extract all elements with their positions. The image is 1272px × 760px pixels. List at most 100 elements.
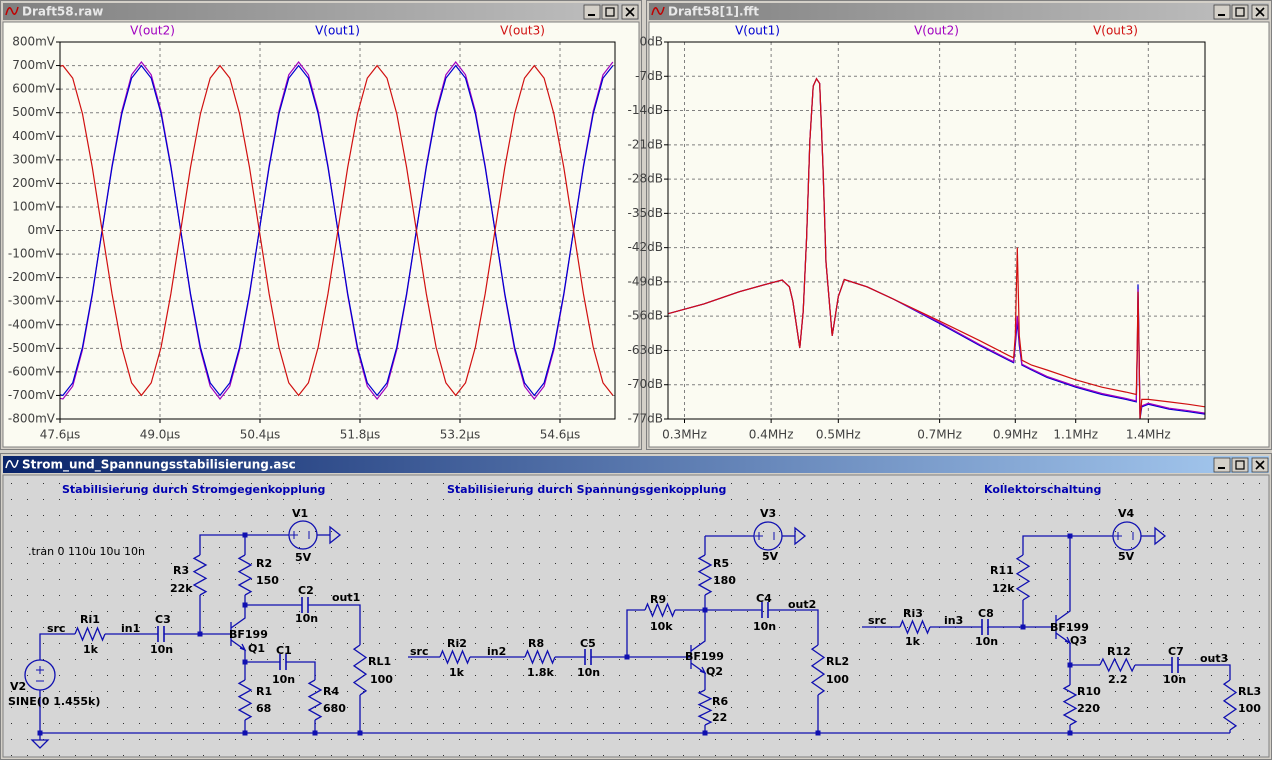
component-value: 1k	[905, 635, 921, 648]
x-tick-label: 49.0µs	[140, 428, 181, 442]
button-glyph	[1235, 460, 1245, 470]
maximize-button[interactable]	[601, 4, 619, 20]
comment: Stabilisierung durch Stromgegenkopplung	[62, 483, 325, 496]
junction	[702, 607, 708, 613]
comment: Stabilisierung durch Spannungsgenkopplun…	[447, 483, 726, 496]
resistor	[1015, 554, 1031, 601]
voltage-source	[288, 520, 318, 550]
button-face[interactable]	[1213, 4, 1231, 20]
ground	[329, 525, 342, 545]
component-name: RL2	[826, 655, 849, 668]
y-tick-label: 600mV	[12, 82, 56, 96]
net-label: in1	[121, 622, 140, 635]
component-name: C5	[580, 637, 596, 650]
legend-entry: V(out2)	[914, 24, 959, 38]
component-name: R8	[528, 637, 544, 650]
junction	[702, 730, 708, 736]
close-button[interactable]	[1251, 457, 1269, 473]
component-name: C2	[298, 584, 314, 597]
component-name: Ri2	[447, 637, 467, 650]
component-value: 100	[1238, 702, 1261, 715]
y-tick-label: 700mV	[12, 58, 56, 72]
x-tick-label: 1.4MHz	[1126, 428, 1171, 442]
button-face[interactable]	[1231, 457, 1249, 473]
component-name: R12	[1107, 645, 1131, 658]
y-tick-label: -7dB	[635, 69, 663, 83]
y-tick-label: -42dB	[628, 240, 663, 254]
junction	[242, 532, 248, 538]
y-tick-label: -28dB	[628, 172, 663, 186]
voltage-source	[753, 521, 783, 551]
net-label: src	[868, 614, 887, 627]
maximize-button[interactable]	[1231, 4, 1249, 20]
component-name: R2	[256, 557, 272, 570]
resistor	[697, 554, 713, 596]
window-icon	[5, 6, 19, 16]
resistor	[524, 649, 556, 665]
component-name: Ri3	[903, 607, 923, 620]
wire	[199, 534, 289, 555]
button-face[interactable]	[1231, 4, 1249, 20]
component-value: 22	[712, 711, 727, 724]
resistor	[237, 554, 253, 596]
y-tick-label: 0mV	[27, 223, 55, 237]
net-label: out1	[332, 591, 360, 604]
wire	[626, 609, 645, 657]
component-value: 10n	[150, 643, 173, 656]
component-name: R11	[990, 564, 1014, 577]
transistor	[222, 606, 247, 662]
component-name: Ri1	[80, 613, 100, 626]
component-value: 1.8k	[527, 666, 554, 679]
component-value: BF199	[1050, 621, 1089, 634]
junction	[1020, 624, 1026, 630]
window: Draft58.raw	[0, 0, 642, 450]
maximize-button[interactable]	[1231, 457, 1249, 473]
component-value: 68	[256, 702, 271, 715]
junction	[37, 730, 43, 736]
component-value: BF199	[685, 650, 724, 663]
component-value: 5V	[295, 551, 312, 564]
x-tick-label: 0.3MHz	[662, 428, 707, 442]
button-glyph	[1235, 7, 1245, 17]
close-button[interactable]	[621, 4, 639, 20]
net-label: in3	[944, 614, 963, 627]
close-button[interactable]	[1251, 4, 1269, 20]
component-name: Q2	[706, 665, 723, 678]
capacitor	[279, 654, 287, 670]
y-tick-label: -14dB	[628, 103, 663, 117]
y-tick-label: -56dB	[628, 309, 663, 323]
ground	[30, 739, 50, 749]
component-value: 10n	[295, 612, 318, 625]
button-face[interactable]	[1213, 457, 1231, 473]
component-value: 220	[1077, 702, 1100, 715]
window-title: Draft58.raw	[22, 5, 103, 19]
component-name: RL3	[1238, 685, 1261, 698]
component-name: C1	[276, 644, 292, 657]
junction	[312, 730, 318, 736]
junction	[357, 730, 363, 736]
trace	[60, 64, 614, 397]
resistor	[352, 644, 368, 696]
traces	[60, 61, 614, 400]
legend-entry: V(out2)	[130, 24, 175, 38]
button-face[interactable]	[601, 4, 619, 20]
component-value: 180	[713, 574, 736, 587]
wire	[1178, 664, 1231, 680]
component-value: 12k	[992, 582, 1015, 595]
ground	[794, 526, 807, 546]
component-name: R6	[712, 695, 728, 708]
component-name: R4	[323, 685, 339, 698]
wire	[308, 604, 361, 645]
minimize-button[interactable]	[583, 4, 601, 20]
capacitor	[584, 649, 592, 665]
minimize-button[interactable]	[1213, 457, 1231, 473]
resistor	[644, 602, 676, 618]
resistor	[439, 649, 471, 665]
y-tick-label: -700mV	[8, 388, 56, 402]
x-tick-label: 50.4µs	[240, 428, 281, 442]
legend-entry: V(out3)	[1093, 24, 1138, 38]
minimize-button[interactable]	[1213, 4, 1231, 20]
button-face[interactable]	[583, 4, 601, 20]
button-glyph	[1255, 460, 1265, 470]
component-name: R5	[713, 557, 729, 570]
